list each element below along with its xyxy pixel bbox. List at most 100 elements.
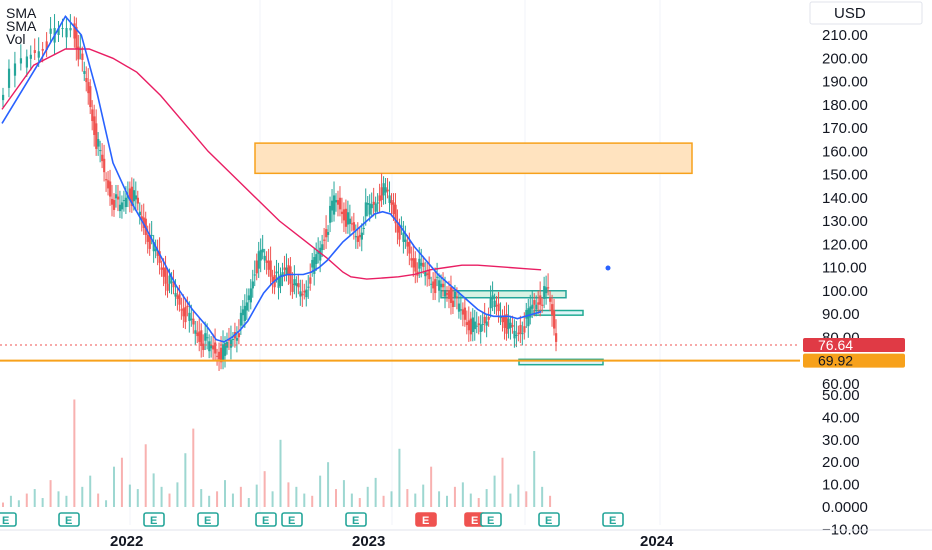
legend-sma-1[interactable]: SMA — [6, 5, 37, 21]
candle-body-113 — [265, 260, 268, 263]
candle-body-62 — [164, 267, 167, 284]
candle-body-134 — [307, 286, 310, 288]
currency-label-group: USD — [809, 1, 923, 25]
volume-bar-5 — [41, 498, 44, 507]
candle-body-256 — [549, 297, 552, 302]
candle-body-169 — [376, 202, 379, 204]
earnings-marker-6[interactable] — [345, 512, 367, 527]
volume-bar-66 — [525, 491, 528, 507]
volume-bar-34 — [271, 491, 274, 507]
candle-body-192 — [422, 262, 425, 267]
volume-bar-15 — [120, 457, 123, 507]
candle-body-102 — [243, 305, 247, 321]
legend-sma-2[interactable]: SMA — [6, 18, 37, 34]
candle-body-138 — [315, 254, 318, 265]
candle-body-165 — [368, 203, 371, 215]
volume-bar-24 — [192, 428, 195, 507]
candle-body-166 — [370, 204, 373, 209]
earnings-marker-label-3: E — [204, 515, 211, 527]
y-tick-label: 120.00 — [822, 236, 868, 253]
y-tick-label: 150.00 — [822, 167, 868, 184]
earnings-marker-4[interactable] — [255, 512, 277, 527]
candle-body-198 — [434, 279, 437, 294]
currency-label: USD — [834, 5, 866, 22]
candle-body-255 — [547, 287, 550, 289]
candle-body-110 — [259, 250, 262, 261]
volume-bar-50 — [398, 448, 401, 507]
candle-body-1 — [7, 68, 11, 88]
volume-bar-51 — [406, 489, 409, 507]
candle-body-157 — [352, 222, 356, 231]
candle-body-123 — [285, 267, 288, 275]
x-tick-label-2023: 2023 — [352, 533, 385, 550]
y-tick-label: 40.00 — [822, 409, 860, 426]
candle-body-100 — [239, 312, 243, 326]
candle-body-182 — [402, 232, 405, 242]
candle-body-215 — [467, 320, 471, 331]
candle-body-187 — [412, 258, 415, 268]
candle-body-205 — [447, 290, 451, 299]
candle-body-8 — [41, 48, 44, 51]
candle-body-106 — [251, 281, 254, 289]
volume-bar-17 — [136, 489, 139, 507]
candle-body-252 — [541, 304, 544, 306]
candle-body-124 — [287, 265, 290, 276]
price-tag-bg-1 — [803, 353, 905, 368]
candle-body-194 — [426, 273, 429, 276]
candle-body-34 — [109, 181, 112, 197]
legend-vol[interactable]: Vol — [6, 31, 25, 47]
candle-body-33 — [107, 180, 110, 189]
candle-body-177 — [392, 202, 395, 215]
earnings-marker-label-5: E — [288, 515, 295, 527]
horizontal-lines[interactable] — [0, 344, 800, 362]
candle-body-42 — [124, 197, 128, 208]
candle-body-119 — [277, 276, 280, 288]
earnings-marker-7[interactable] — [415, 512, 437, 527]
volume-bar-43 — [342, 480, 345, 507]
time-axis[interactable]: 2022 2023 2024 — [0, 529, 932, 550]
candle-body-61 — [162, 267, 165, 277]
earnings-marker-2[interactable] — [143, 512, 165, 527]
volume-bar-57 — [453, 486, 456, 507]
volume-bar-27 — [216, 491, 219, 507]
candle-body-210 — [457, 303, 461, 312]
candle-body-181 — [400, 225, 403, 227]
candle-body-91 — [222, 344, 225, 360]
resistance-zone[interactable] — [254, 142, 693, 175]
candle-body-90 — [220, 347, 223, 363]
earnings-marker-9[interactable] — [480, 512, 502, 527]
candle-body-141 — [321, 244, 324, 251]
candle-body-6 — [33, 50, 36, 54]
candle-body-211 — [459, 309, 463, 311]
candle-body-87 — [214, 342, 217, 354]
earnings-marker-1[interactable] — [58, 512, 80, 527]
earnings-marker-11[interactable] — [602, 512, 624, 527]
support-zone-3[interactable] — [518, 358, 604, 366]
zones[interactable] — [254, 142, 693, 366]
candle-body-84 — [208, 341, 211, 352]
candle-body-35 — [111, 198, 114, 205]
blue-dot-marker — [605, 265, 611, 271]
earnings-marker-0[interactable] — [0, 512, 17, 527]
earnings-marker-3[interactable] — [197, 512, 219, 527]
earnings-marker-5[interactable] — [281, 512, 303, 527]
candle-body-111 — [261, 248, 264, 253]
candle-body-248 — [533, 300, 536, 305]
y-tick-label: 180.00 — [822, 97, 868, 114]
volume-bar-38 — [303, 493, 306, 507]
candle-body-20 — [81, 53, 84, 60]
candle-body-185 — [408, 241, 411, 254]
candle-body-191 — [420, 262, 423, 266]
price-axis[interactable]: 210.00 200.00 190.00 180.00 170.00 160.00 150.… — [803, 27, 905, 538]
candle-body-122 — [283, 267, 286, 270]
candle-body-89 — [218, 351, 221, 360]
y-tick-label: 200.00 — [822, 50, 868, 67]
candle-body-10 — [49, 28, 52, 34]
support-zone-2[interactable] — [533, 309, 584, 316]
legend[interactable]: SMA SMA Vol — [6, 5, 37, 47]
candle-body-37 — [114, 194, 118, 199]
earnings-marker-10[interactable] — [538, 512, 560, 527]
candle-body-58 — [156, 251, 159, 256]
